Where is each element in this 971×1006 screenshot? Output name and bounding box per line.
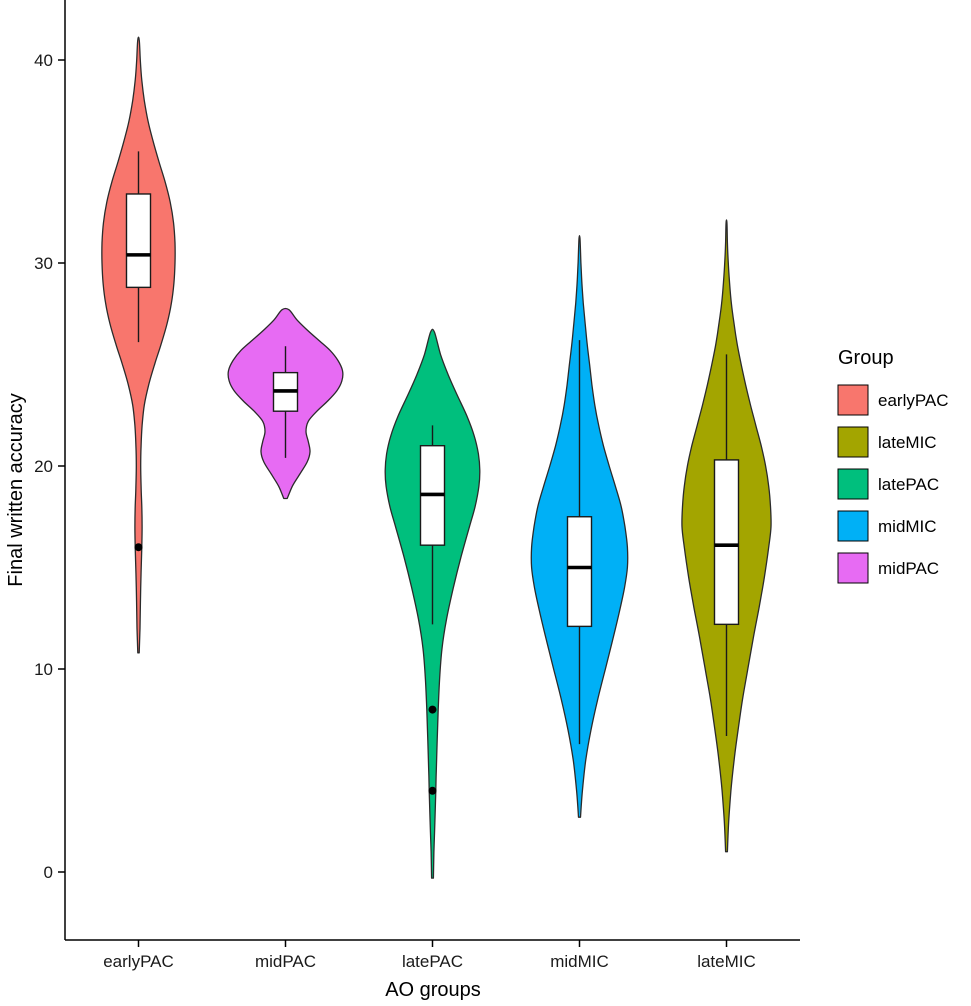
violin-group-midPAC	[227, 307, 344, 500]
violins-layer	[101, 36, 772, 879]
y-tick-label-40: 40	[34, 51, 53, 70]
legend-label-midMIC: midMIC	[878, 517, 937, 536]
y-tick-label-30: 30	[34, 254, 53, 273]
y-tick-label-0: 0	[44, 863, 53, 882]
outlier-earlyPAC-0	[134, 543, 143, 552]
x-tick-label-latePAC: latePAC	[402, 952, 463, 971]
y-tick-label-10: 10	[34, 660, 53, 679]
outlier-latePAC-1	[428, 786, 437, 795]
box-midMIC	[566, 516, 593, 628]
violin-group-midMIC	[530, 234, 629, 818]
legend-key-midMIC	[837, 510, 869, 542]
x-tick-label-midPAC: midPAC	[255, 952, 316, 971]
y-tick-label-20: 20	[34, 457, 53, 476]
legend-label-earlyPAC: earlyPAC	[878, 391, 949, 410]
legend-key-latePAC	[837, 468, 869, 500]
legend-label-lateMIC: lateMIC	[878, 433, 937, 452]
violin-group-earlyPAC	[101, 36, 176, 654]
violin-group-latePAC	[384, 328, 481, 879]
box-earlyPAC	[125, 193, 152, 289]
x-tick-label-midMIC: midMIC	[550, 952, 609, 971]
legend-label-latePAC: latePAC	[878, 475, 939, 494]
legend-key-midPAC	[837, 552, 869, 584]
x-tick-label-lateMIC: lateMIC	[697, 952, 756, 971]
x-axis-title: AO groups	[385, 979, 481, 1001]
box-lateMIC	[713, 459, 740, 626]
legend-title: Group	[838, 347, 894, 369]
violin-group-lateMIC	[681, 219, 772, 853]
outlier-latePAC-0	[428, 705, 437, 714]
x-tick-label-earlyPAC: earlyPAC	[103, 952, 174, 971]
violin-earlyPAC	[101, 36, 176, 654]
legend-label-midPAC: midPAC	[878, 559, 939, 578]
axes-layer: 0 10 20 30 40 earlyPAC midPAC latePAC midMIC late…	[34, 0, 800, 971]
legend-key-lateMIC	[837, 426, 869, 458]
legend-layer: earlyPAC lateMIC latePAC midMIC midPAC	[837, 384, 949, 584]
y-axis-title: Final written accuracy	[5, 393, 27, 586]
legend-key-earlyPAC	[837, 384, 869, 416]
